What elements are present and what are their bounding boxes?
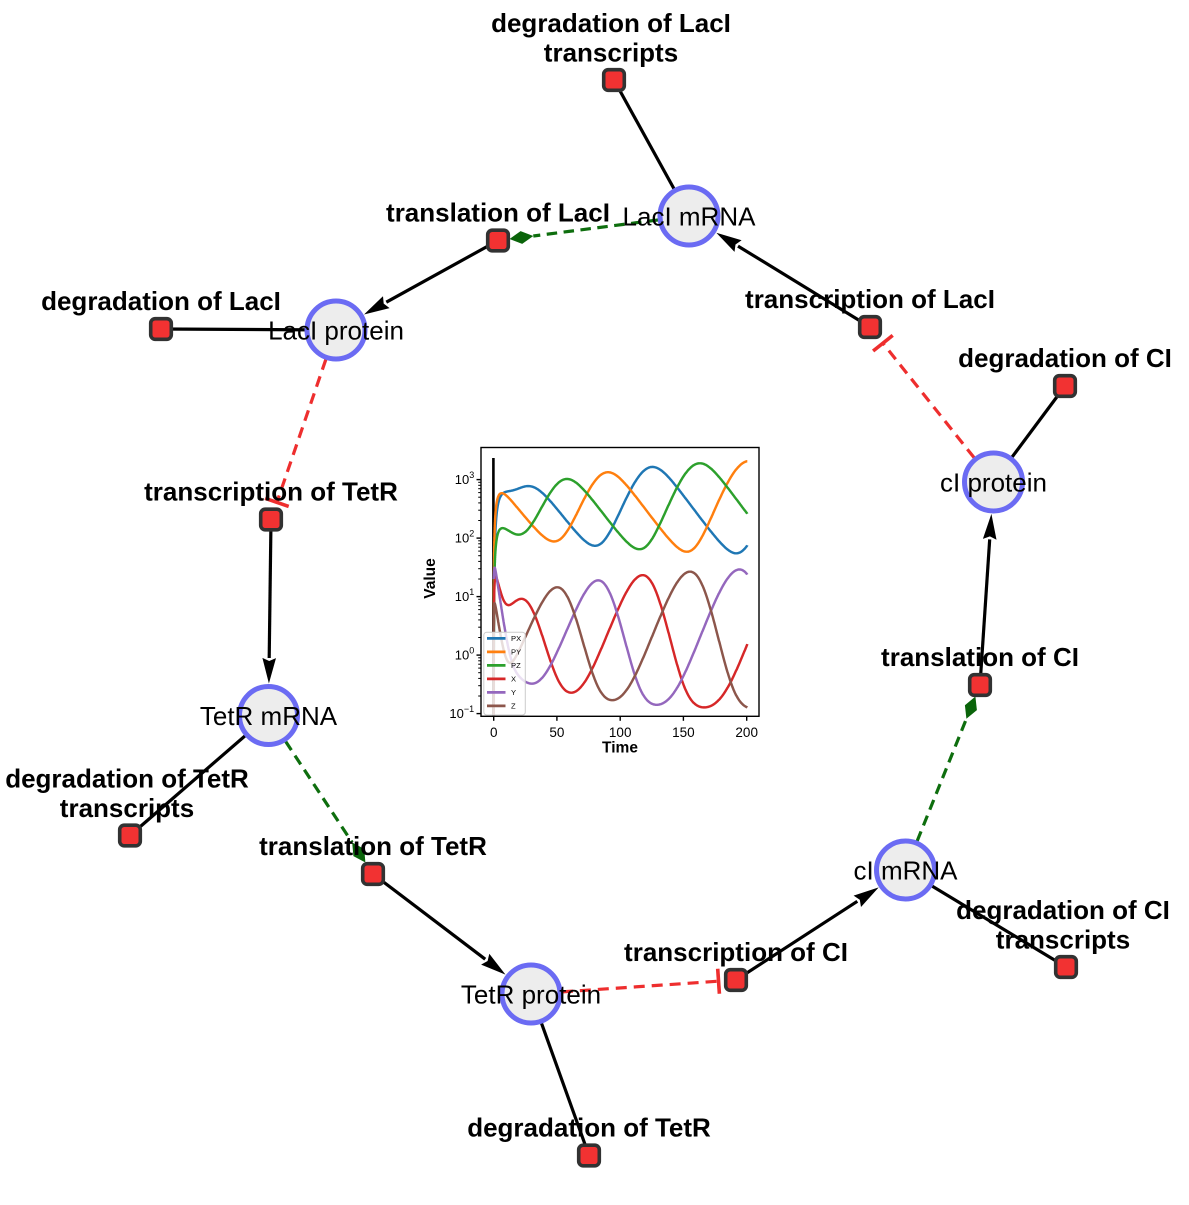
svg-text:cI mRNA: cI mRNA [854, 855, 959, 885]
svg-text:transcripts: transcripts [544, 38, 678, 68]
svg-text:LacI protein: LacI protein [268, 315, 404, 345]
svg-text:10: 10 [455, 531, 469, 546]
svg-text:transcription of LacI: transcription of LacI [745, 284, 995, 314]
svg-text:degradation of LacI: degradation of LacI [41, 286, 281, 316]
svg-text:Time: Time [602, 740, 638, 757]
svg-text:X: X [511, 675, 516, 684]
svg-text:degradation of CI: degradation of CI [956, 895, 1170, 925]
svg-text:Value: Value [422, 558, 439, 599]
svg-text:10: 10 [449, 706, 463, 721]
svg-text:translation of CI: translation of CI [881, 642, 1079, 672]
svg-text:PZ: PZ [511, 661, 521, 670]
svg-text:−1: −1 [464, 704, 474, 714]
svg-text:PX: PX [511, 634, 521, 643]
svg-text:TetR protein: TetR protein [461, 979, 601, 1009]
svg-text:Y: Y [511, 688, 516, 697]
svg-text:transcripts: transcripts [996, 925, 1130, 955]
svg-text:3: 3 [469, 470, 474, 480]
svg-text:10: 10 [455, 648, 469, 663]
svg-text:degradation of LacI: degradation of LacI [491, 8, 731, 38]
svg-text:degradation of CI: degradation of CI [958, 343, 1172, 373]
svg-text:150: 150 [672, 725, 695, 740]
svg-text:LacI mRNA: LacI mRNA [623, 201, 757, 231]
svg-text:TetR mRNA: TetR mRNA [200, 701, 338, 731]
svg-text:10: 10 [455, 472, 469, 487]
svg-text:cI protein: cI protein [940, 467, 1047, 497]
svg-text:translation of TetR: translation of TetR [259, 831, 487, 861]
svg-text:PY: PY [511, 648, 521, 657]
svg-text:0: 0 [490, 725, 498, 740]
svg-text:10: 10 [455, 589, 469, 604]
svg-text:translation of LacI: translation of LacI [386, 198, 610, 228]
svg-text:0: 0 [469, 645, 474, 655]
svg-text:transcripts: transcripts [60, 793, 194, 823]
svg-text:degradation of TetR: degradation of TetR [5, 764, 249, 794]
svg-text:degradation of TetR: degradation of TetR [467, 1113, 711, 1143]
svg-text:Z: Z [511, 702, 516, 711]
svg-text:transcription of TetR: transcription of TetR [144, 477, 398, 507]
svg-text:transcription of CI: transcription of CI [624, 937, 848, 967]
svg-text:1: 1 [469, 587, 474, 597]
svg-text:200: 200 [735, 725, 758, 740]
svg-text:100: 100 [609, 725, 632, 740]
svg-text:2: 2 [469, 528, 474, 538]
svg-text:50: 50 [549, 725, 564, 740]
